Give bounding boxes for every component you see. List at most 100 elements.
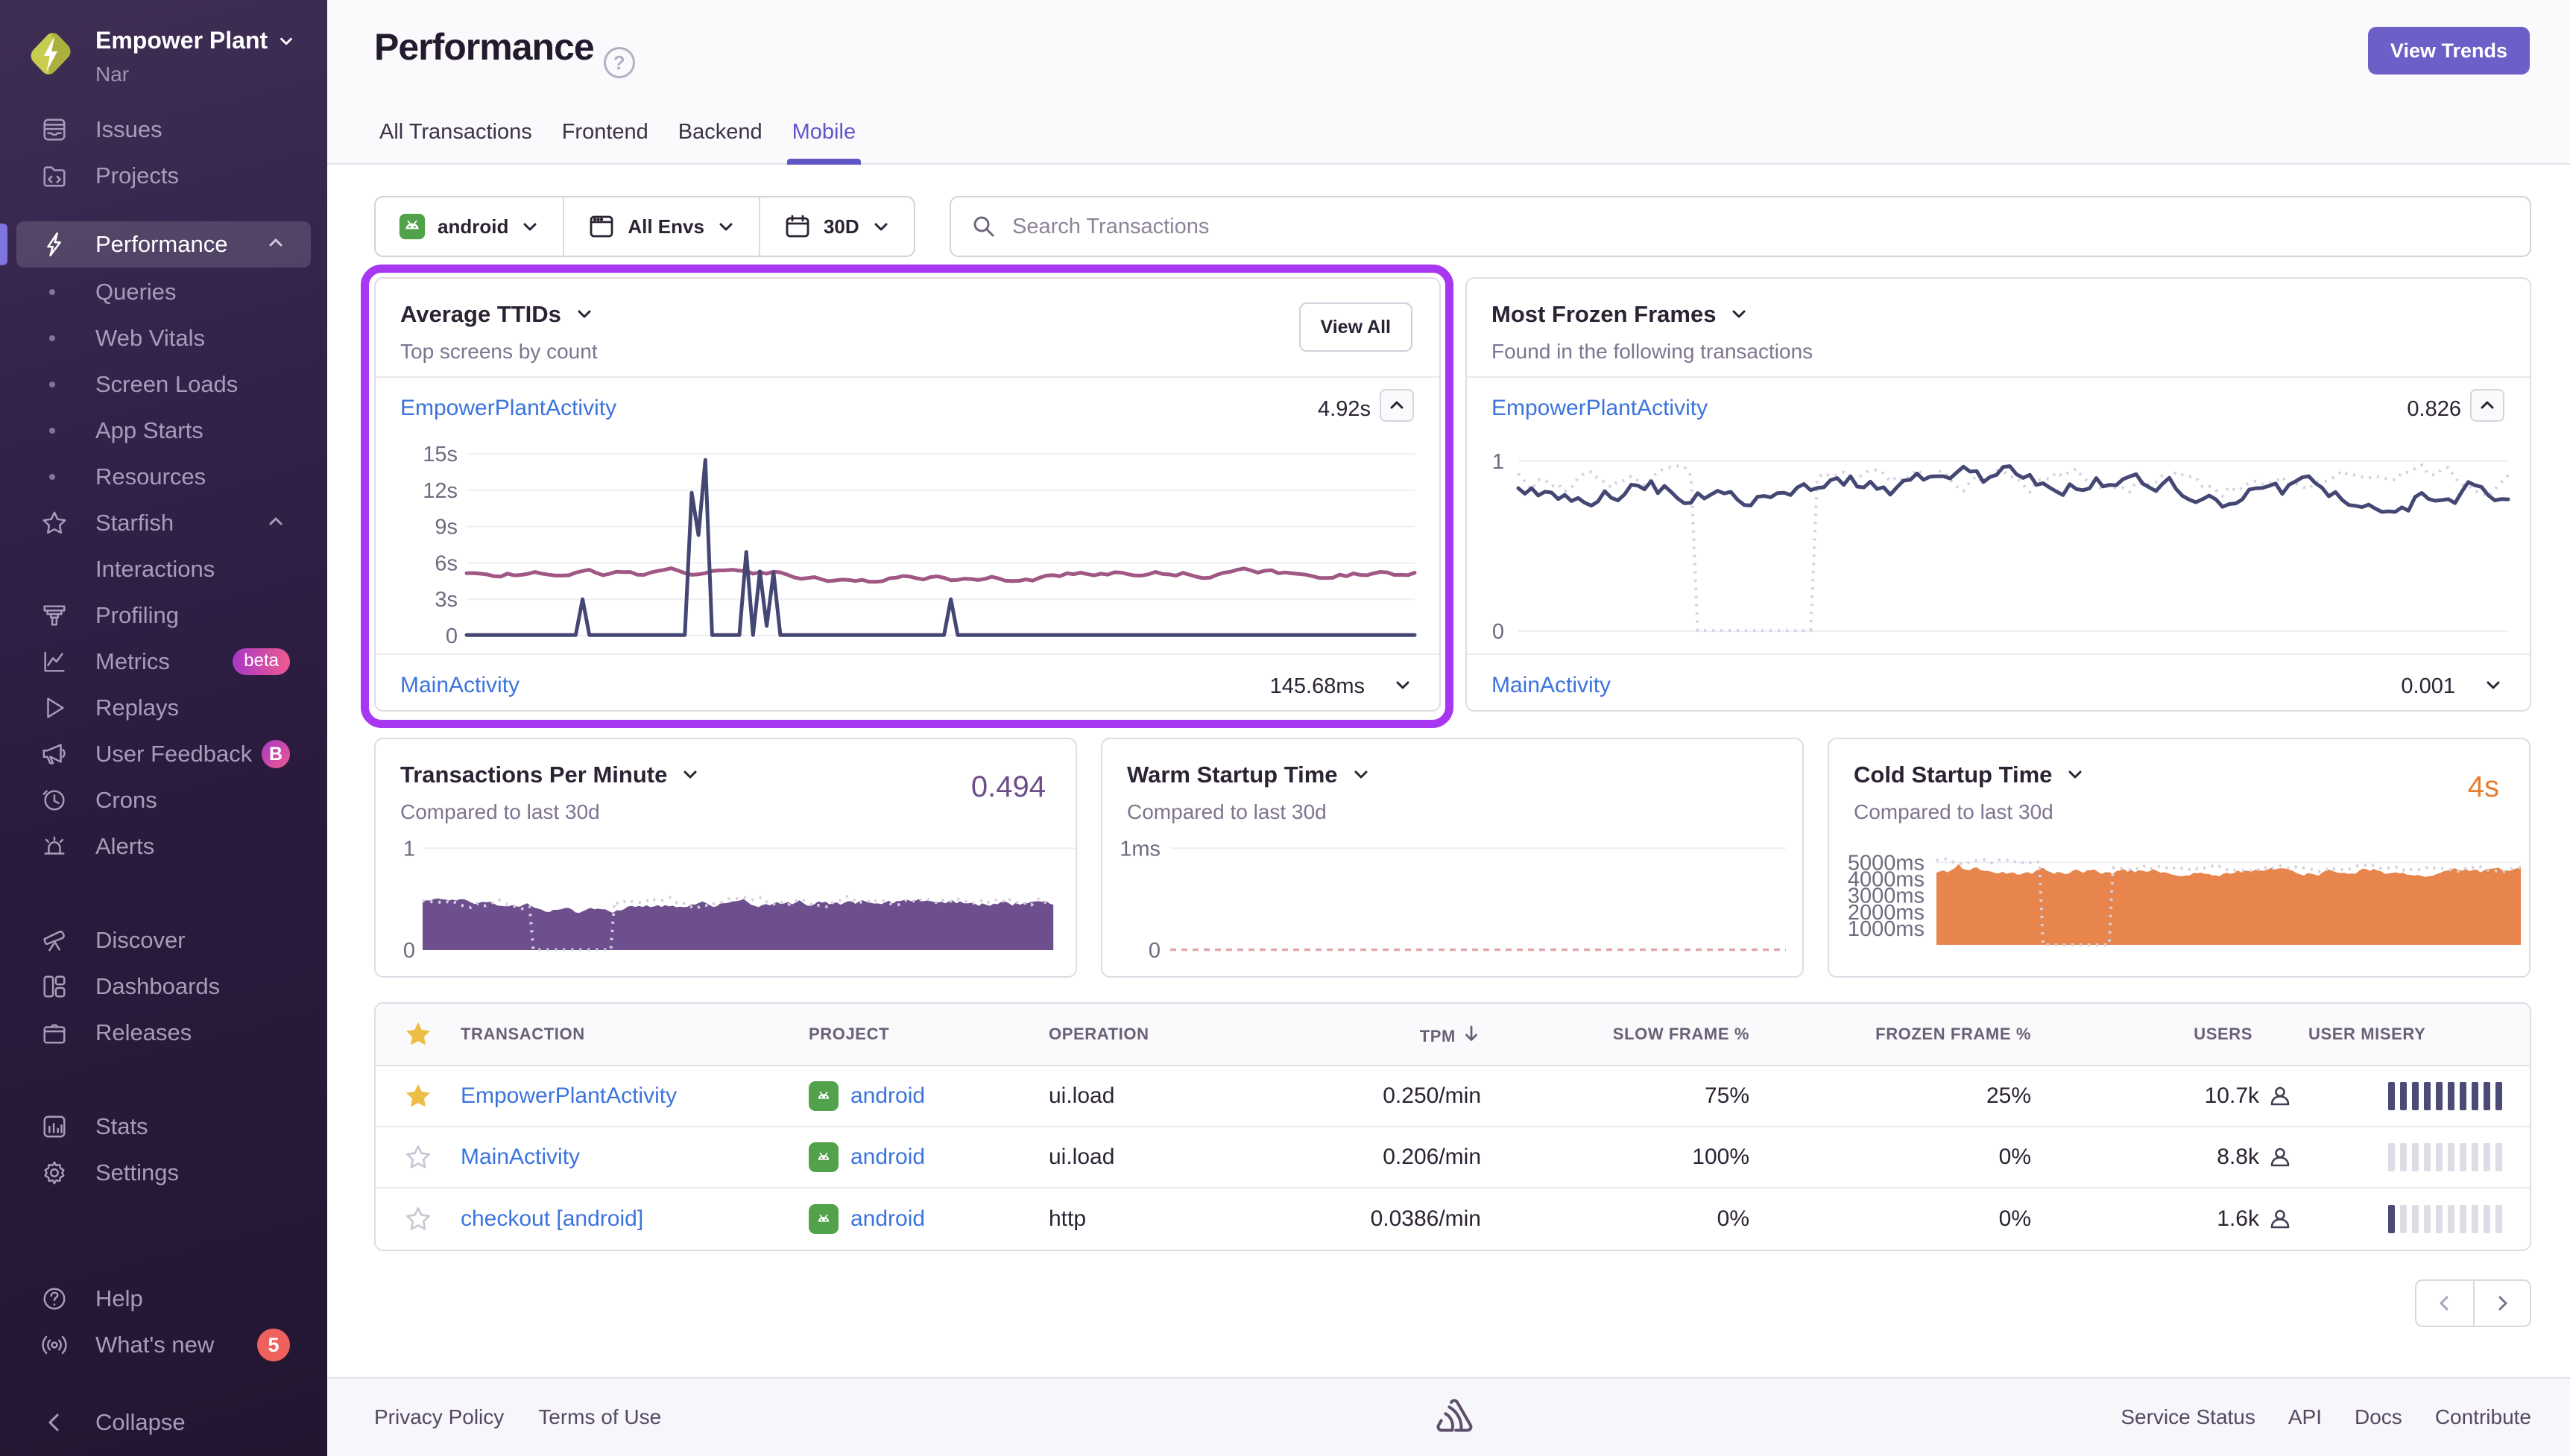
sidebar-item-queries[interactable]: Queries xyxy=(0,269,327,315)
sidebar-item-screen-loads[interactable]: Screen Loads xyxy=(0,361,327,408)
transaction-link[interactable]: EmpowerPlantActivity xyxy=(461,1083,678,1108)
column-header-slow-frame[interactable]: SLOW FRAME % xyxy=(1612,1025,1749,1043)
card-header: Average TTIDs Top screens by count View … xyxy=(400,301,1415,364)
project-filter[interactable]: android xyxy=(376,197,563,256)
footer-link-docs[interactable]: Docs xyxy=(2355,1405,2402,1428)
next-page-button[interactable] xyxy=(2472,1281,2530,1326)
sidebar-item-discover[interactable]: Discover xyxy=(0,917,327,963)
sidebar-item-label: Profiling xyxy=(95,602,179,628)
footer-link-privacy-policy[interactable]: Privacy Policy xyxy=(374,1405,505,1428)
sidebar-item-crons[interactable]: Crons xyxy=(0,777,327,823)
search-transactions-box[interactable] xyxy=(950,196,2531,257)
card-title-chevron-down-icon[interactable] xyxy=(1350,764,1372,786)
user-icon xyxy=(2270,1209,2290,1229)
sidebar-item-settings[interactable]: Settings xyxy=(0,1150,327,1196)
star-column-header-icon[interactable] xyxy=(376,1019,461,1049)
footer-link-service-status[interactable]: Service Status xyxy=(2121,1405,2255,1428)
environment-window-icon xyxy=(587,212,616,241)
star-toggle-filled[interactable] xyxy=(376,1081,461,1111)
transaction-link[interactable]: EmpowerPlantActivity xyxy=(400,396,617,420)
telescope-icon xyxy=(41,927,68,954)
footer-link-contribute[interactable]: Contribute xyxy=(2434,1405,2531,1428)
sidebar-item-replays[interactable]: Replays xyxy=(0,685,327,731)
chevron-down-icon xyxy=(1396,681,1409,689)
transaction-link[interactable]: MainActivity xyxy=(1491,673,1611,697)
sidebar-item-releases[interactable]: Releases xyxy=(0,1010,327,1056)
collapse-chevron-left-icon xyxy=(41,1409,68,1436)
collapse-row-button[interactable] xyxy=(1380,389,1414,422)
sidebar-item-resources[interactable]: Resources xyxy=(0,454,327,500)
sidebar-item-stats[interactable]: Stats xyxy=(0,1104,327,1150)
column-header-tpm[interactable]: TPM xyxy=(1272,1022,1496,1046)
star-toggle-outline[interactable] xyxy=(376,1204,461,1234)
sidebar-item-user-feedback[interactable]: User Feedback B xyxy=(0,731,327,777)
column-header-user-misery[interactable]: USER MISERY xyxy=(2308,1025,2426,1043)
sidebar-item-issues[interactable]: Issues xyxy=(0,107,327,153)
user-misery-bars xyxy=(2308,1143,2530,1171)
card-title: Cold Startup Time xyxy=(1854,762,2053,788)
tab-backend[interactable]: Backend xyxy=(673,120,768,165)
sidebar-item-profiling[interactable]: Profiling xyxy=(0,592,327,639)
environment-filter[interactable]: All Envs xyxy=(563,197,759,256)
sidebar-item-projects[interactable]: Projects xyxy=(0,153,327,199)
org-switcher[interactable]: Empower Plant Nar xyxy=(30,27,298,86)
title-help-icon[interactable]: ? xyxy=(603,47,635,78)
tab-label: Frontend xyxy=(561,120,648,144)
misery-bar-filled xyxy=(2412,1082,2419,1110)
project-link[interactable]: android xyxy=(850,1083,926,1108)
sidebar-item-metrics[interactable]: Metrics beta xyxy=(0,639,327,685)
tab-frontend[interactable]: Frontend xyxy=(557,120,654,165)
sidebar-item-performance[interactable]: Performance xyxy=(0,221,327,268)
collapse-row-button[interactable] xyxy=(2470,389,2504,422)
column-header-frozen-frame[interactable]: FROZEN FRAME % xyxy=(1875,1025,2031,1043)
expand-row-chevron-down-icon[interactable] xyxy=(2482,674,2504,700)
svg-text:0: 0 xyxy=(403,939,415,963)
sidebar-item-help[interactable]: Help xyxy=(0,1276,327,1322)
sidebar-item-web-vitals[interactable]: Web Vitals xyxy=(0,315,327,361)
sidebar-item-collapse[interactable]: Collapse xyxy=(0,1399,327,1446)
transaction-link[interactable]: MainActivity xyxy=(400,673,520,697)
view-trends-button[interactable]: View Trends xyxy=(2367,27,2530,75)
column-header-operation[interactable]: OPERATION xyxy=(1049,1025,1149,1043)
footer-link-terms-of-use[interactable]: Terms of Use xyxy=(538,1405,662,1428)
project-link[interactable]: android xyxy=(850,1206,926,1231)
transaction-link[interactable]: EmpowerPlantActivity xyxy=(1491,396,1708,420)
sidebar-item-interactions[interactable]: Interactions xyxy=(0,546,327,592)
star-toggle-outline[interactable] xyxy=(376,1142,461,1172)
column-header-transaction[interactable]: TRANSACTION xyxy=(461,1025,585,1043)
tab-all-transactions[interactable]: All Transactions xyxy=(374,120,537,165)
expand-row-chevron-down-icon[interactable] xyxy=(1392,674,1414,700)
misery-bar-empty xyxy=(2412,1143,2419,1171)
search-input[interactable] xyxy=(1012,214,2510,239)
previous-page-button[interactable] xyxy=(2416,1281,2473,1326)
card-title-chevron-down-icon[interactable] xyxy=(2064,764,2086,786)
footer-link-api[interactable]: API xyxy=(2288,1405,2323,1428)
frozen-row-empowerplantactivity: EmpowerPlantActivity 0.826 xyxy=(1467,378,2530,437)
date-range-filter[interactable]: 30D xyxy=(758,197,914,256)
dashboards-icon xyxy=(41,973,68,1000)
sidebar-item-app-starts[interactable]: App Starts xyxy=(0,408,327,454)
card-title-chevron-down-icon[interactable] xyxy=(679,764,701,786)
transaction-link[interactable]: checkout [android] xyxy=(461,1206,644,1231)
sidebar-item-dashboards[interactable]: Dashboards xyxy=(0,963,327,1010)
sidebar-item-whats-new[interactable]: What's new 5 xyxy=(0,1322,327,1368)
column-header-project[interactable]: PROJECT xyxy=(809,1025,890,1043)
sidebar-item-label: Collapse xyxy=(95,1409,186,1435)
tab-mobile[interactable]: Mobile xyxy=(786,120,862,165)
sidebar-item-starfish[interactable]: Starfish xyxy=(0,500,327,546)
card-cold-startup-time: Cold Startup Time Compared to last 30d 4… xyxy=(1828,738,2530,978)
sidebar-item-label: Web Vitals xyxy=(95,325,206,351)
column-header-users[interactable]: USERS xyxy=(2194,1025,2252,1043)
active-tab-underline xyxy=(786,159,862,165)
card-title-chevron-down-icon[interactable] xyxy=(573,303,596,326)
card-title-chevron-down-icon[interactable] xyxy=(1728,303,1750,326)
view-all-button[interactable]: View All xyxy=(1298,303,1412,352)
card-subtitle: Compared to last 30d xyxy=(1127,800,1327,823)
sidebar-item-label: Help xyxy=(95,1285,143,1311)
transaction-link[interactable]: MainActivity xyxy=(461,1145,581,1169)
pagination xyxy=(2415,1279,2531,1327)
sidebar-item-alerts[interactable]: Alerts xyxy=(0,823,327,870)
project-link[interactable]: android xyxy=(850,1145,926,1169)
